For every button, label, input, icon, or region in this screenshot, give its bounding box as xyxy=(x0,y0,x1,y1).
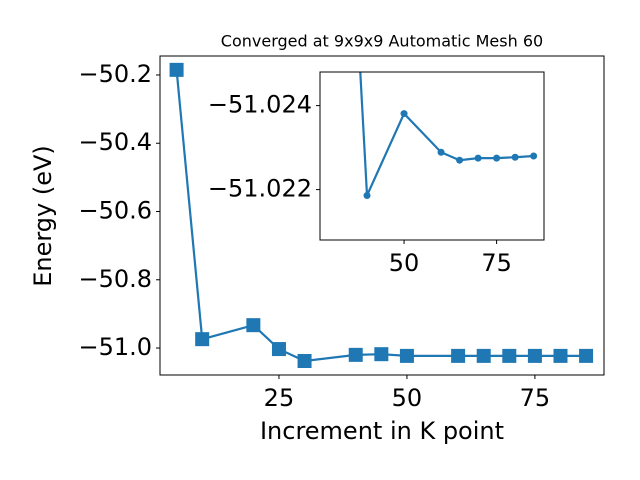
marker xyxy=(553,348,568,363)
marker xyxy=(476,348,491,363)
y-tick-label: −50.8 xyxy=(78,265,152,293)
x-tick-label: 50 xyxy=(392,384,423,412)
marker xyxy=(363,191,371,199)
marker xyxy=(246,318,261,333)
y-tick-label: −50.6 xyxy=(78,197,152,225)
marker xyxy=(297,354,312,369)
marker xyxy=(451,348,466,363)
marker xyxy=(399,348,414,363)
y-tick-label: −50.2 xyxy=(78,60,152,88)
marker xyxy=(348,347,363,362)
x-tick-label: 25 xyxy=(264,384,295,412)
axes-frame xyxy=(159,55,605,376)
marker xyxy=(456,156,464,164)
plot-area xyxy=(169,62,594,369)
marker xyxy=(195,332,210,347)
inset-background xyxy=(320,72,544,240)
y-tick-label: −51.022 xyxy=(208,175,312,203)
plot-area xyxy=(359,72,538,199)
axes-frame xyxy=(319,71,545,241)
chart-title: Converged at 9x9x9 Automatic Mesh 60 xyxy=(221,32,543,51)
marker xyxy=(493,154,501,162)
x-axis-label: Increment in K point xyxy=(260,417,504,445)
marker xyxy=(437,148,445,156)
x-tick-label: 75 xyxy=(520,384,551,412)
marker xyxy=(271,342,286,357)
marker xyxy=(511,153,519,161)
x-tick-label: 75 xyxy=(481,249,512,277)
y-tick-label: −51.024 xyxy=(208,91,312,119)
x-tick-label: 50 xyxy=(389,249,420,277)
marker xyxy=(579,348,594,363)
marker xyxy=(502,348,517,363)
marker xyxy=(374,347,389,362)
y-axis-label: Energy (eV) xyxy=(29,145,57,287)
marker xyxy=(530,152,538,160)
marker xyxy=(169,62,184,77)
y-tick-label: −51.0 xyxy=(78,333,152,361)
marker xyxy=(474,154,482,162)
marker xyxy=(527,348,542,363)
marker xyxy=(400,110,408,118)
y-tick-label: −50.4 xyxy=(78,128,152,156)
